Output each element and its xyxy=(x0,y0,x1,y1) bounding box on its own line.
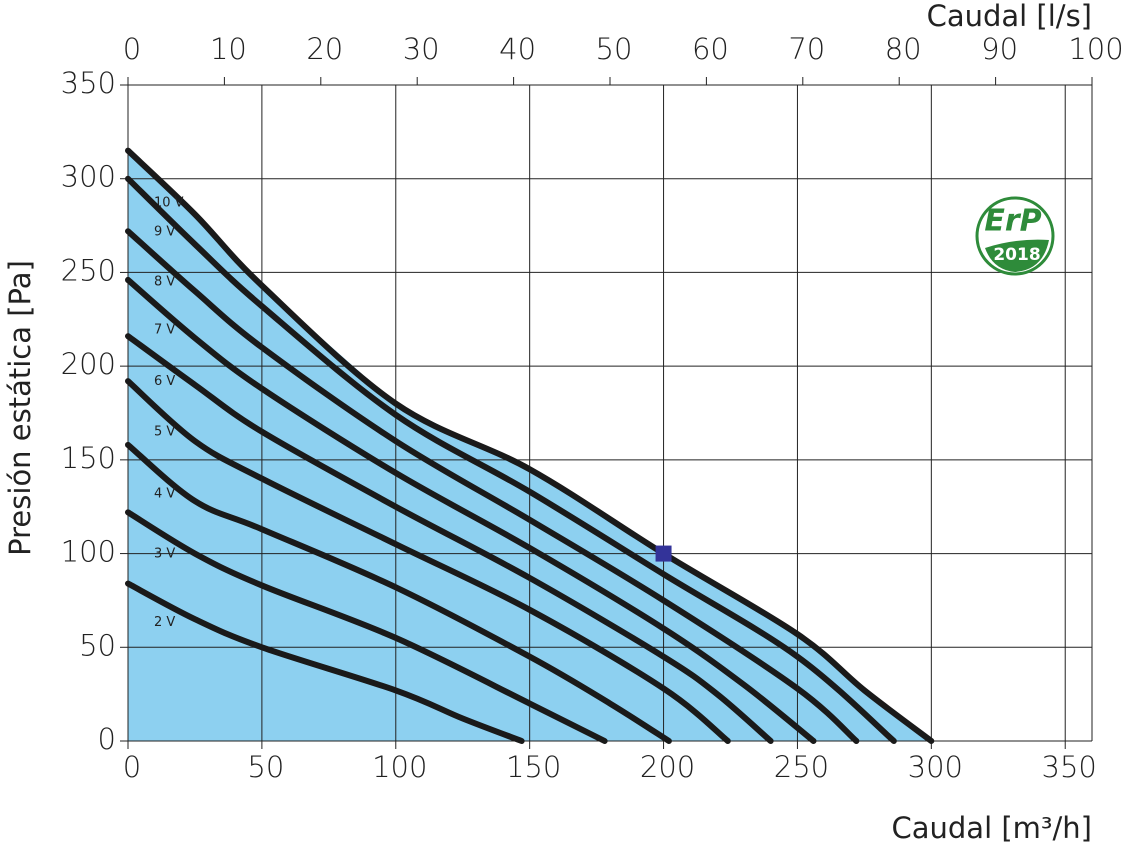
curve-label: 3 V xyxy=(154,547,175,562)
fan-curve xyxy=(125,147,935,744)
x2-title: Caudal [l/s] xyxy=(927,0,1092,33)
curve-label: 4 V xyxy=(154,486,175,501)
x2-tick-label: 60 xyxy=(692,32,729,66)
logo-year: 2018 xyxy=(993,245,1040,265)
y-tick-label: 250 xyxy=(61,253,116,287)
x2-tick-label: 70 xyxy=(788,32,825,66)
y-tick-label: 100 xyxy=(61,535,116,569)
erp-logo: ErP 2018 xyxy=(975,196,1055,276)
x2-tick-label: 30 xyxy=(403,32,440,66)
fan-curve xyxy=(125,580,525,744)
x-tick-label: 100 xyxy=(372,750,427,784)
x2-tick-label: 10 xyxy=(210,32,247,66)
y-tick-label: 200 xyxy=(61,347,116,381)
x2-tick-label: 40 xyxy=(499,32,536,66)
curve-label: 5 V xyxy=(154,424,175,439)
logo-text: ErP xyxy=(984,204,1041,239)
curve-label: 8 V xyxy=(154,274,175,289)
curve-label: 9 V xyxy=(154,225,175,240)
fan-curve xyxy=(125,333,774,744)
curve-label: 10 V xyxy=(154,196,184,211)
x2-tick-label: 50 xyxy=(596,32,633,66)
y-tick-label: 150 xyxy=(61,441,116,475)
curve-label: 2 V xyxy=(154,615,175,630)
operating-point xyxy=(655,545,672,562)
envelope-area xyxy=(128,150,932,742)
x-tick-label: 350 xyxy=(1042,750,1097,784)
curve-label: 6 V xyxy=(154,374,175,389)
x2-tick-label: 20 xyxy=(306,32,343,66)
x2-tick-label: 90 xyxy=(981,32,1018,66)
x-title: Caudal [m³/h] xyxy=(891,811,1092,845)
curve-label: 7 V xyxy=(154,322,175,337)
y-tick-label: 350 xyxy=(61,66,116,100)
x-tick-label: 250 xyxy=(774,750,829,784)
x2-tick-label: 80 xyxy=(885,32,922,66)
fan-curve xyxy=(125,509,608,744)
y-title: Presión estática [Pa] xyxy=(3,260,37,556)
fan-curve xyxy=(125,175,897,744)
x-tick-label: 200 xyxy=(640,750,695,784)
fan-curve xyxy=(125,228,860,744)
x2-tick-label: 0 xyxy=(123,32,141,66)
y-tick-label: 50 xyxy=(79,628,116,662)
fan-curve xyxy=(125,378,731,744)
logo-band xyxy=(985,239,1049,272)
fan-curve xyxy=(125,441,672,744)
x-tick-label: 300 xyxy=(908,750,963,784)
x2-tick-label: 100 xyxy=(1068,32,1123,66)
x-tick-label: 50 xyxy=(247,750,284,784)
x-tick-label: 150 xyxy=(506,750,561,784)
fan-curve xyxy=(125,276,817,744)
y-tick-label: 0 xyxy=(98,722,116,756)
y-tick-label: 300 xyxy=(61,160,116,194)
x-tick-label: 0 xyxy=(123,750,141,784)
